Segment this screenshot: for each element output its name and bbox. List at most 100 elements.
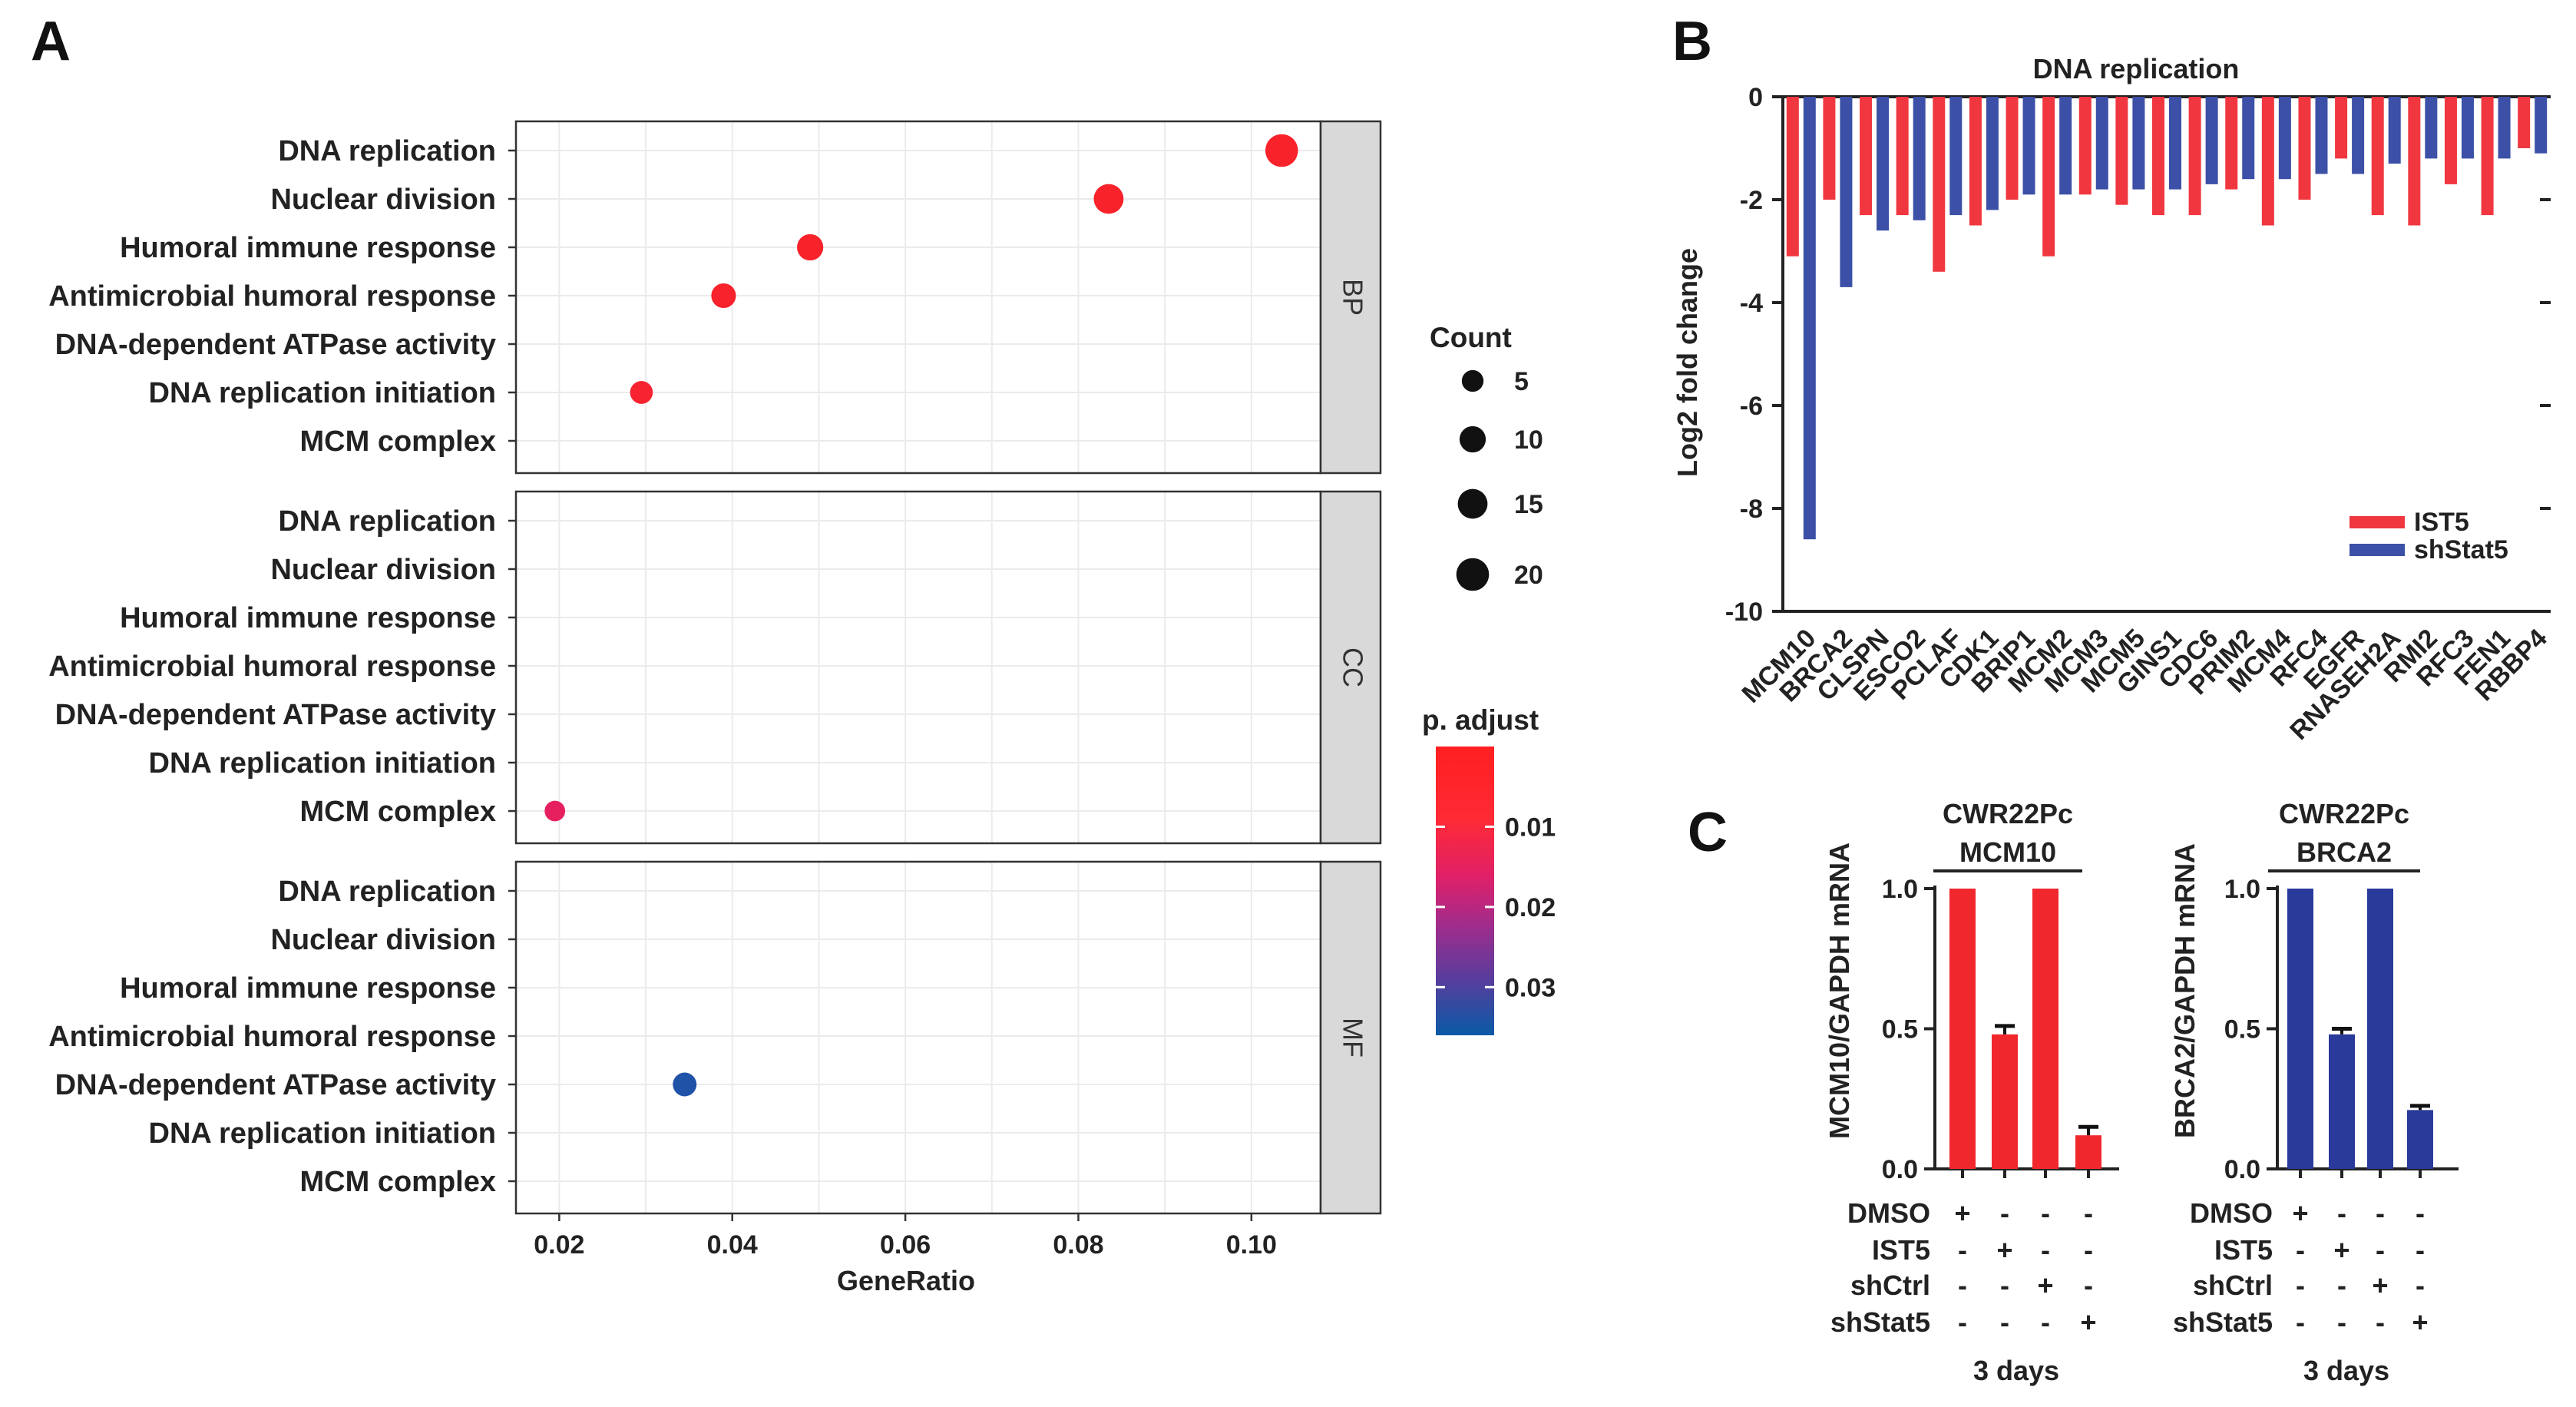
p-adjust-colorbar: [1436, 747, 1494, 1035]
qpcr-bar: [2032, 889, 2058, 1169]
log2fc-bar-ist5: [2188, 97, 2201, 216]
p-adjust-color-legend: p. adjust 0.01 0.02 0.03: [1422, 704, 1556, 1035]
log2fc-bar-ist5: [2371, 97, 2384, 216]
facet-strip-label: CC: [1337, 647, 1368, 687]
enrichment-dot: [630, 381, 653, 404]
log2fc-bar-shstat5: [2461, 97, 2474, 159]
qpcr-y-tick-label: 1.0: [2224, 875, 2260, 904]
facet-panel-background: [516, 862, 1321, 1213]
colorbar-label: 0.02: [1505, 893, 1556, 922]
log2fc-bar-shstat5: [2169, 97, 2181, 190]
term-label: Antimicrobial humoral response: [48, 280, 496, 313]
facet-panel-background: [516, 492, 1321, 843]
term-label: DNA replication initiation: [149, 1117, 497, 1150]
log2fc-bar-ist5: [2152, 97, 2164, 216]
treatment-row-label: DMSO: [1847, 1197, 1930, 1229]
treatment-sign: +: [1996, 1234, 2012, 1266]
log2fc-bar-ist5: [1860, 97, 1873, 216]
log2fc-bar-ist5: [2261, 97, 2274, 226]
enrichment-dot: [1093, 184, 1124, 214]
treatment-sign: -: [2041, 1306, 2050, 1338]
count-size-legend: Count 5 10 15 20: [1430, 322, 1543, 591]
log2fc-bar-shstat5: [2535, 97, 2548, 154]
dotplot-x-axis-title: GeneRatio: [837, 1265, 975, 1296]
treatment-row-label: shCtrl: [1850, 1270, 1930, 1301]
log2fc-y-tick-label: -8: [1740, 495, 1763, 524]
log2fc-bar-ist5: [2481, 97, 2494, 216]
count-legend-label: 15: [1514, 490, 1543, 519]
log2fc-bar-shstat5: [2498, 97, 2511, 159]
term-label: DNA-dependent ATPase activity: [55, 699, 496, 731]
term-label: Antimicrobial humoral response: [48, 1021, 496, 1053]
treatment-row-label: DMSO: [2190, 1197, 2273, 1229]
panel-label-a: A: [31, 11, 71, 72]
treatment-sign: -: [2337, 1306, 2346, 1338]
log2fc-chart-title: DNA replication: [2033, 53, 2240, 84]
facet-cc: DNA replication Nuclear division Humoral i…: [48, 490, 1382, 845]
treatment-sign: +: [2292, 1197, 2308, 1229]
treatment-sign: -: [2296, 1306, 2305, 1338]
log2fc-y-tick-label: 0: [1748, 83, 1763, 112]
treatment-sign: +: [2037, 1270, 2053, 1301]
term-label: Nuclear division: [270, 554, 496, 586]
qpcr-y-tick-label: 0.0: [1882, 1155, 1918, 1184]
log2fc-bar-ist5: [2006, 97, 2019, 200]
treatment-sign: -: [2376, 1234, 2385, 1266]
log2fc-bar-shstat5: [2205, 97, 2218, 184]
mcm10-title-line2: MCM10: [1959, 836, 2056, 868]
panel-c-qpcr: CWR22Pc MCM10 MCM10/GAPDH mRNA 3 days 0.…: [1824, 798, 2459, 1386]
log2fc-bar-ist5: [2518, 97, 2531, 148]
treatment-sign: -: [2416, 1234, 2425, 1266]
treatment-row-label: shCtrl: [2193, 1270, 2273, 1301]
facet-mf: DNA replication Nuclear division Humoral i…: [48, 860, 1382, 1215]
x-tick-label: 0.10: [1226, 1230, 1277, 1260]
treatment-sign: -: [2337, 1197, 2346, 1229]
panel-label-b: B: [1672, 11, 1712, 72]
treatment-sign: -: [2337, 1270, 2346, 1301]
log2fc-bar-shstat5: [2278, 97, 2291, 180]
treatment-sign: -: [2376, 1197, 2385, 1229]
log2fc-y-tick-label: -6: [1740, 392, 1763, 421]
log2fc-bar-ist5: [1896, 97, 1909, 216]
facet-bp: DNA replication Nuclear division Humoral i…: [48, 120, 1382, 475]
treatment-row-label: IST5: [2214, 1234, 2273, 1266]
qpcr-bar: [2287, 889, 2313, 1169]
term-label: Antimicrobial humoral response: [48, 651, 496, 683]
qpcr-y-tick-label: 0.0: [2224, 1155, 2260, 1184]
facet-strip: [1319, 860, 1382, 1215]
log2fc-bar-shstat5: [2022, 97, 2035, 195]
count-legend-dot: [1461, 369, 1484, 392]
log2fc-bar-ist5: [1969, 97, 1982, 226]
facet-strip-label: MF: [1337, 1018, 1368, 1058]
dotplot-x-axis: 0.02 0.04 0.06 0.08 0.10: [534, 1213, 1277, 1260]
term-label: Nuclear division: [270, 924, 496, 956]
enrichment-dot: [1265, 134, 1298, 167]
log2fc-bar-shstat5: [2095, 97, 2108, 190]
log2fc-bar-shstat5: [2242, 97, 2255, 180]
count-legend-dot: [1456, 558, 1490, 591]
log2fc-bar-ist5: [2298, 97, 2311, 200]
term-label: MCM complex: [300, 1166, 496, 1198]
treatment-sign: +: [1954, 1197, 1970, 1229]
facet-strip: [1319, 490, 1382, 845]
x-tick-label: 0.04: [707, 1230, 758, 1260]
log2fc-legend-label: shStat5: [2414, 535, 2508, 564]
log2fc-bar-shstat5: [1986, 97, 1999, 210]
p-adjust-legend-title: p. adjust: [1422, 704, 1539, 736]
log2fc-bar-ist5: [2042, 97, 2055, 257]
log2fc-bar-shstat5: [2059, 97, 2072, 195]
log2fc-bar-shstat5: [1840, 97, 1853, 287]
treatment-sign: +: [2412, 1306, 2428, 1338]
qpcr-bar: [1949, 889, 1976, 1169]
count-legend-label: 20: [1514, 561, 1543, 590]
mcm10-qpcr-chart: CWR22Pc MCM10 MCM10/GAPDH mRNA 3 days 0.…: [1824, 798, 2119, 1386]
enrichment-dot: [544, 800, 566, 822]
log2fc-bar-shstat5: [2315, 97, 2328, 174]
log2fc-y-axis-title: Log2 fold change: [1672, 248, 1703, 477]
treatment-sign: -: [2084, 1197, 2093, 1229]
mcm10-footer: 3 days: [1973, 1355, 2059, 1386]
treatment-row-label: IST5: [1872, 1234, 1930, 1266]
log2fc-bar-ist5: [2335, 97, 2348, 159]
treatment-sign: -: [2296, 1234, 2305, 1266]
